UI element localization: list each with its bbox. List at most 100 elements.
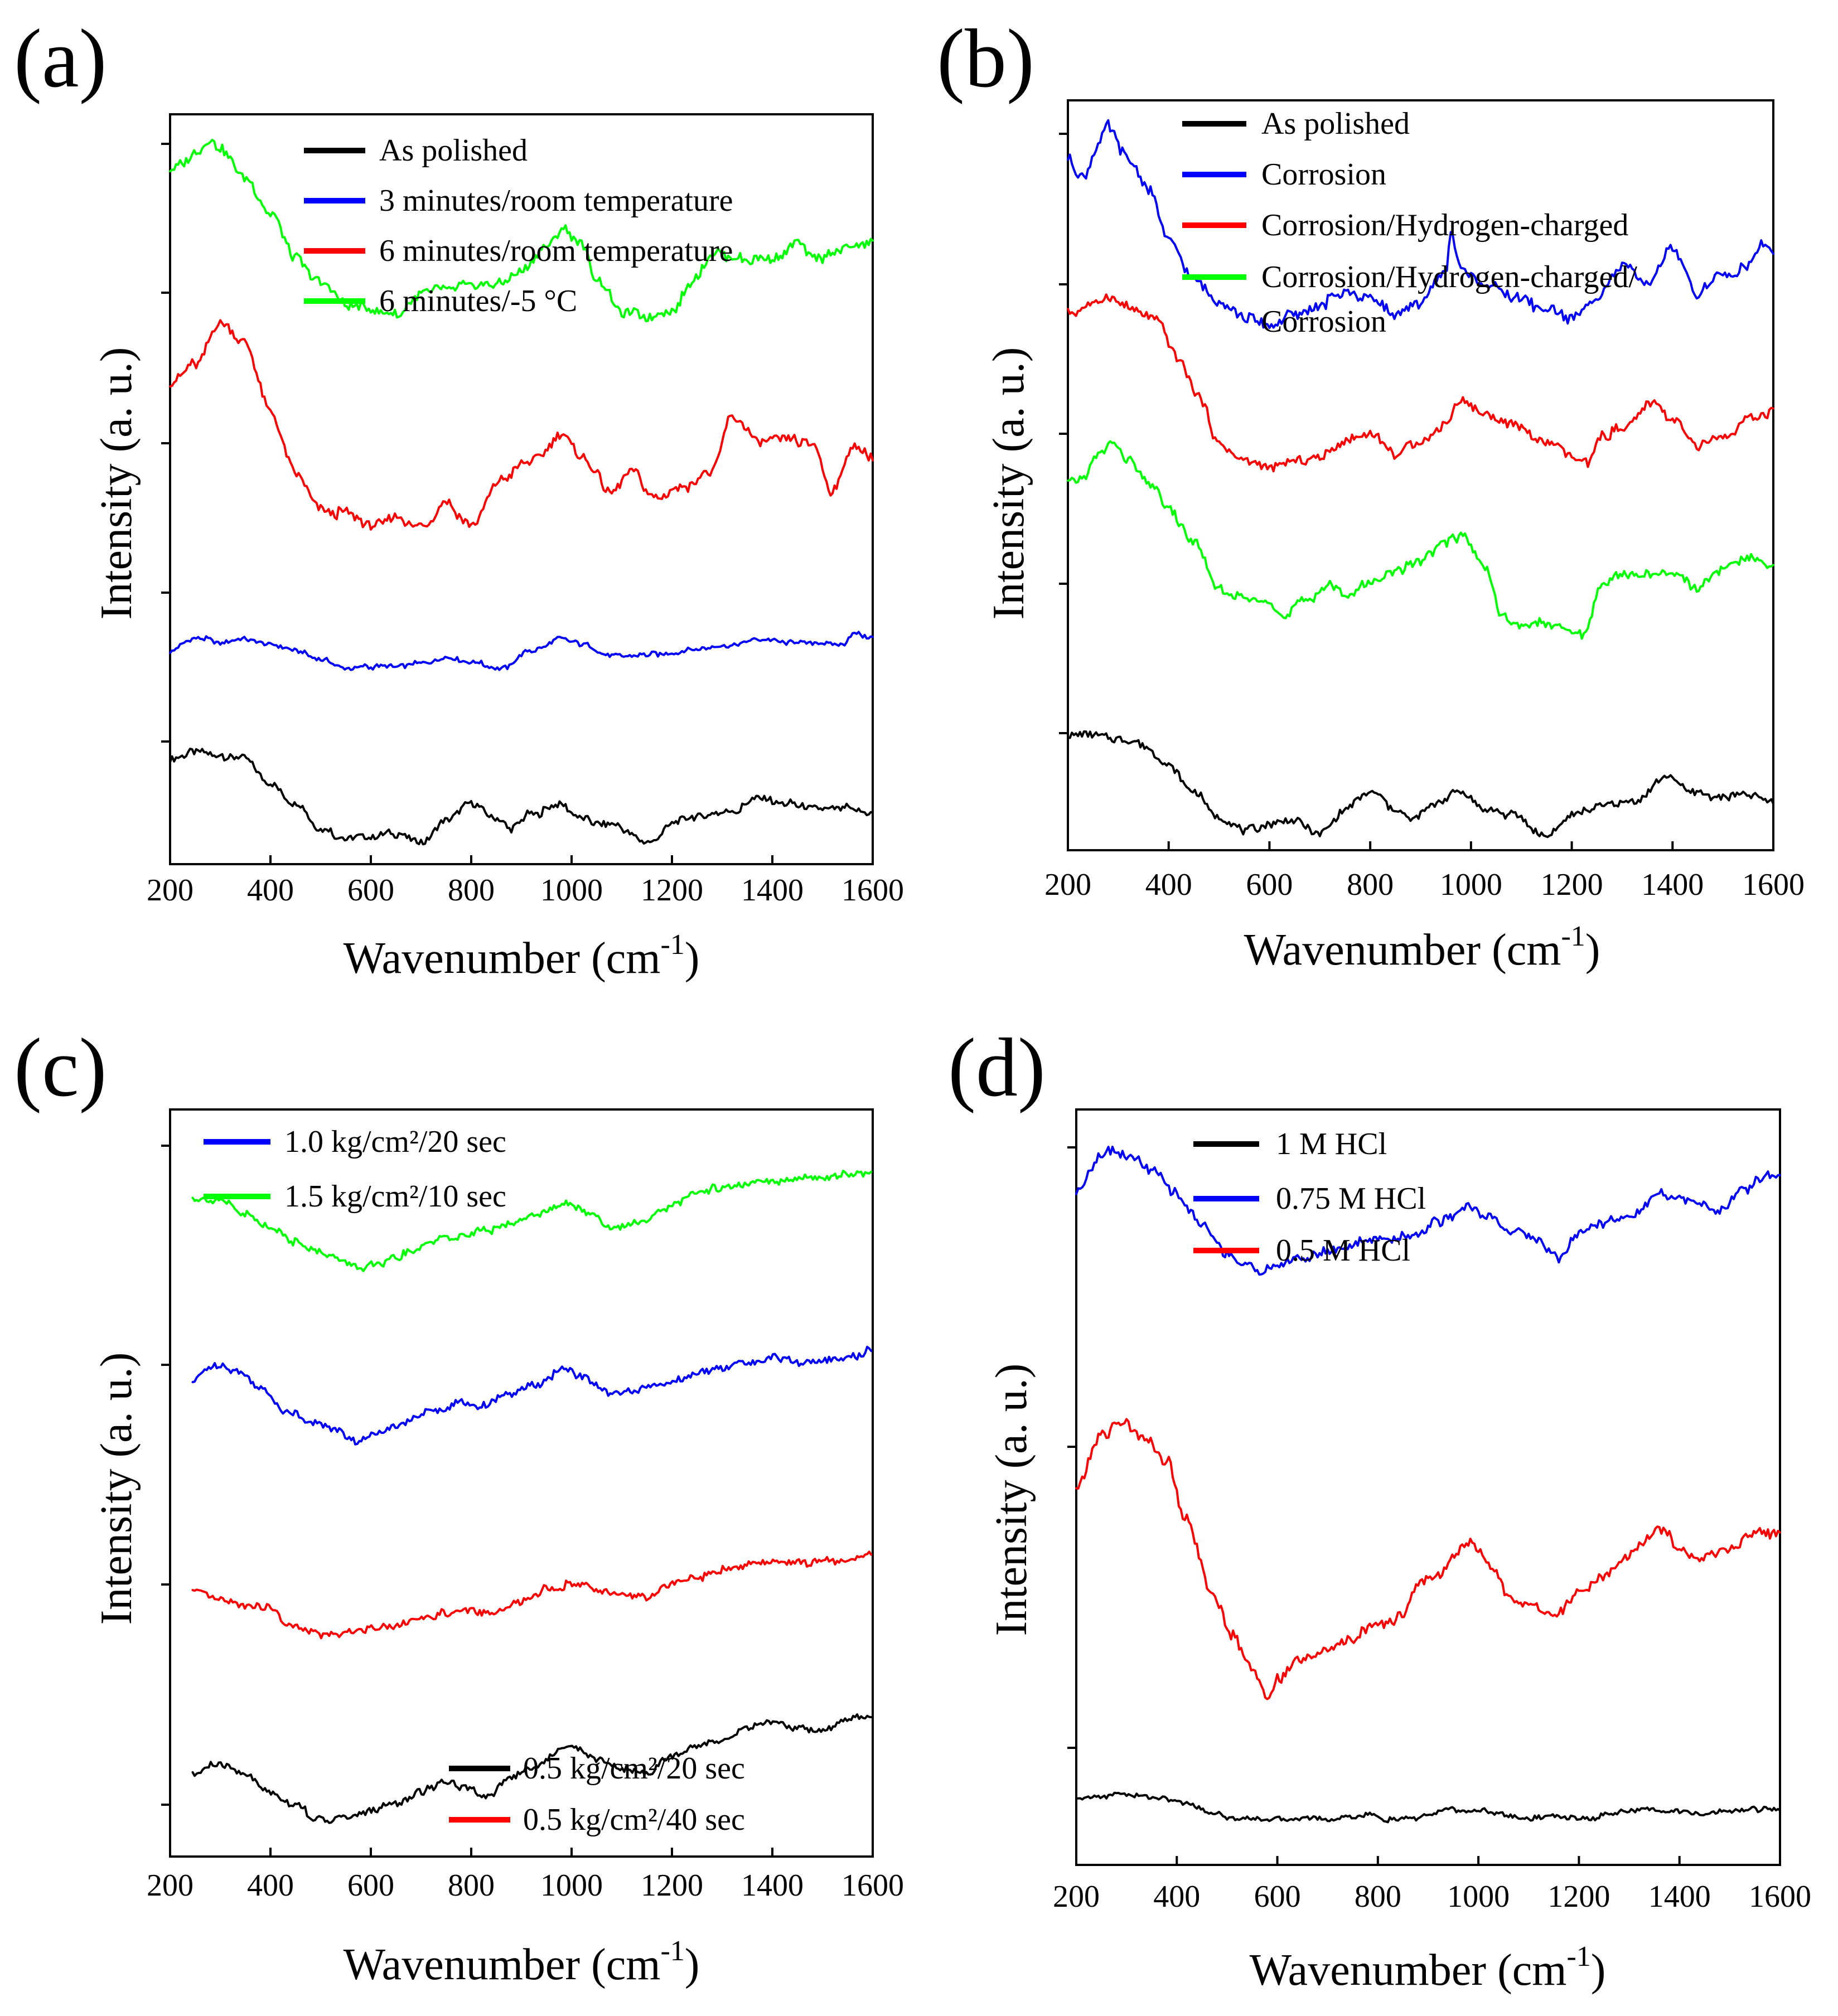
plot-frame-b <box>1067 99 1774 851</box>
x-tick-label-b-2: 600 <box>1246 868 1293 902</box>
x-axis-label-d-close: ) <box>1591 1946 1606 1995</box>
x-tick-label-d-0: 200 <box>1053 1879 1100 1914</box>
x-tick-label-b-7: 1600 <box>1742 868 1805 902</box>
legend-b-label-0: As polished <box>1261 106 1410 141</box>
x-tick-label-b-5: 1200 <box>1541 868 1603 902</box>
panel-label-d: (d) <box>948 1021 1046 1114</box>
x-tick-label-a-7: 1600 <box>841 873 904 908</box>
x-axis-ticks-b: 200 400 600 800 1000 1200 1400 1600 <box>1044 841 1805 902</box>
legend-c-label-3: 0.5 kg/cm²/40 sec <box>523 1802 745 1837</box>
x-axis-label-b-sup: -1 <box>1561 920 1585 952</box>
x-tick-label-d-7: 1600 <box>1749 1879 1811 1914</box>
x-tick-label-c-2: 600 <box>347 1868 394 1903</box>
y-axis-label-c: Intensity (a. u.) <box>92 1353 141 1625</box>
x-axis-label-d: Wavenumber (cm-1) <box>1250 1941 1606 1995</box>
x-axis-label-a-close: ) <box>685 934 700 983</box>
x-tick-label-d-2: 600 <box>1254 1879 1301 1914</box>
legend-b-label-1: Corrosion <box>1261 157 1386 192</box>
legend-b-label-3-line-1: Corrosion <box>1261 304 1386 339</box>
series-line-d-0 <box>1075 1791 1781 1824</box>
y-axis-label-d: Intensity (a. u.) <box>987 1364 1036 1636</box>
series-line-a-0 <box>169 748 874 846</box>
x-axis-label-d-sup: -1 <box>1566 1941 1590 1973</box>
series-line-b-3 <box>1067 440 1774 640</box>
y-axis-label-a: Intensity (a. u.) <box>92 347 141 620</box>
series-line-b-0 <box>1067 730 1774 839</box>
legend-a-label-0: As polished <box>379 133 528 168</box>
panel-d: (d) Intensity (a. u.) 200 400 600 800 1000 12… <box>948 1021 1811 1995</box>
x-axis-label-c-close: ) <box>685 1940 700 1989</box>
series-line-b-1 <box>1067 119 1774 329</box>
x-tick-label-a-0: 200 <box>147 873 194 908</box>
x-tick-label-b-0: 200 <box>1044 868 1091 902</box>
x-tick-label-c-3: 800 <box>448 1868 495 1903</box>
x-tick-label-b-4: 1000 <box>1440 868 1502 902</box>
x-tick-label-c-4: 1000 <box>540 1868 603 1903</box>
x-tick-label-b-3: 800 <box>1347 868 1394 902</box>
x-tick-label-a-1: 400 <box>247 873 294 908</box>
legend-b-label-3-line-0: Corrosion/Hydrogen-charged/ <box>1261 260 1637 294</box>
plot-frame-c <box>169 1108 874 1858</box>
legend-d: 1 M HCl 0.75 M HCl 0.5 M HCl <box>1193 1127 1426 1268</box>
legend-a-label-3: 6 minutes/-5 °C <box>379 284 577 318</box>
legend-a: As polished 3 minutes/room temperature 6… <box>304 133 733 318</box>
series-group-b <box>1067 119 1774 839</box>
series-line-c-0 <box>191 1345 873 1446</box>
series-line-c-2 <box>191 1713 873 1824</box>
x-axis-label-b: Wavenumber (cm-1) <box>1244 920 1600 975</box>
x-tick-label-a-5: 1200 <box>641 873 703 908</box>
series-line-c-3 <box>191 1550 873 1640</box>
x-tick-label-d-1: 400 <box>1153 1879 1200 1914</box>
x-axis-label-c: Wavenumber (cm-1) <box>344 1935 700 1989</box>
legend-c-top: 1.0 kg/cm²/20 sec 1.5 kg/cm²/10 sec <box>204 1125 506 1214</box>
series-group-d <box>1075 1145 1781 1824</box>
x-axis-label-b-close: ) <box>1585 925 1600 975</box>
x-axis-label-d-main: Wavenumber (cm <box>1250 1946 1567 1995</box>
legend-c-label-0: 1.0 kg/cm²/20 sec <box>284 1125 506 1159</box>
series-line-a-1 <box>169 631 874 671</box>
plot-frame-a <box>169 113 874 865</box>
legend-b: As polished Corrosion Corrosion/Hydrogen… <box>1182 106 1637 339</box>
legend-b-label-2: Corrosion/Hydrogen-charged <box>1261 208 1628 243</box>
x-axis-ticks-d: 200 400 600 800 1000 1200 1400 1600 <box>1053 1856 1811 1914</box>
panel-b: (b) Intensity (a. u.) 200 400 600 800 1000 12… <box>937 12 1805 975</box>
legend-d-label-2: 0.5 M HCl <box>1276 1233 1410 1268</box>
x-tick-label-a-3: 800 <box>448 873 495 908</box>
series-line-d-1 <box>1075 1145 1781 1276</box>
panel-label-b: (b) <box>937 12 1034 105</box>
x-tick-label-b-6: 1400 <box>1641 868 1704 902</box>
x-tick-label-b-1: 400 <box>1145 868 1192 902</box>
series-group-a <box>169 138 874 846</box>
panel-label-c: (c) <box>14 1021 107 1114</box>
y-axis-ticks-a <box>161 143 170 743</box>
series-line-a-3 <box>169 138 874 322</box>
panel-a: (a) Intensity (a. u.) 200 400 600 800 1000 12… <box>14 12 904 983</box>
panel-label-a: (a) <box>14 12 107 105</box>
legend-c-label-2: 0.5 kg/cm²/20 sec <box>523 1751 745 1786</box>
series-line-d-2 <box>1075 1418 1781 1700</box>
series-line-c-1 <box>191 1170 873 1272</box>
x-tick-label-d-4: 1000 <box>1447 1879 1510 1914</box>
x-axis-label-a: Wavenumber (cm-1) <box>344 929 700 983</box>
x-tick-label-a-6: 1400 <box>741 873 804 908</box>
x-tick-label-c-1: 400 <box>247 1868 294 1903</box>
x-tick-label-c-7: 1600 <box>841 1868 904 1903</box>
y-axis-ticks-d <box>1067 1146 1076 1749</box>
x-axis-ticks-c: 200 400 600 800 1000 1200 1400 1600 <box>147 1848 904 1903</box>
x-tick-label-c-0: 200 <box>147 1868 194 1903</box>
legend-c-bottom: 0.5 kg/cm²/20 sec 0.5 kg/cm²/40 sec <box>449 1751 745 1837</box>
x-axis-label-c-sup: -1 <box>660 1935 684 1967</box>
series-line-a-2 <box>169 319 874 531</box>
y-axis-label-b: Intensity (a. u.) <box>984 347 1033 620</box>
legend-a-label-2: 6 minutes/room temperature <box>379 234 733 268</box>
x-axis-label-a-main: Wavenumber (cm <box>344 934 661 983</box>
x-axis-label-c-main: Wavenumber (cm <box>344 1940 661 1989</box>
y-axis-ticks-b <box>1059 133 1068 734</box>
x-tick-label-a-2: 600 <box>347 873 394 908</box>
legend-a-label-1: 3 minutes/room temperature <box>379 183 733 218</box>
x-tick-label-a-4: 1000 <box>540 873 603 908</box>
y-axis-ticks-c <box>161 1145 170 1806</box>
x-tick-label-d-6: 1400 <box>1648 1879 1711 1914</box>
x-tick-label-d-5: 1200 <box>1547 1879 1610 1914</box>
